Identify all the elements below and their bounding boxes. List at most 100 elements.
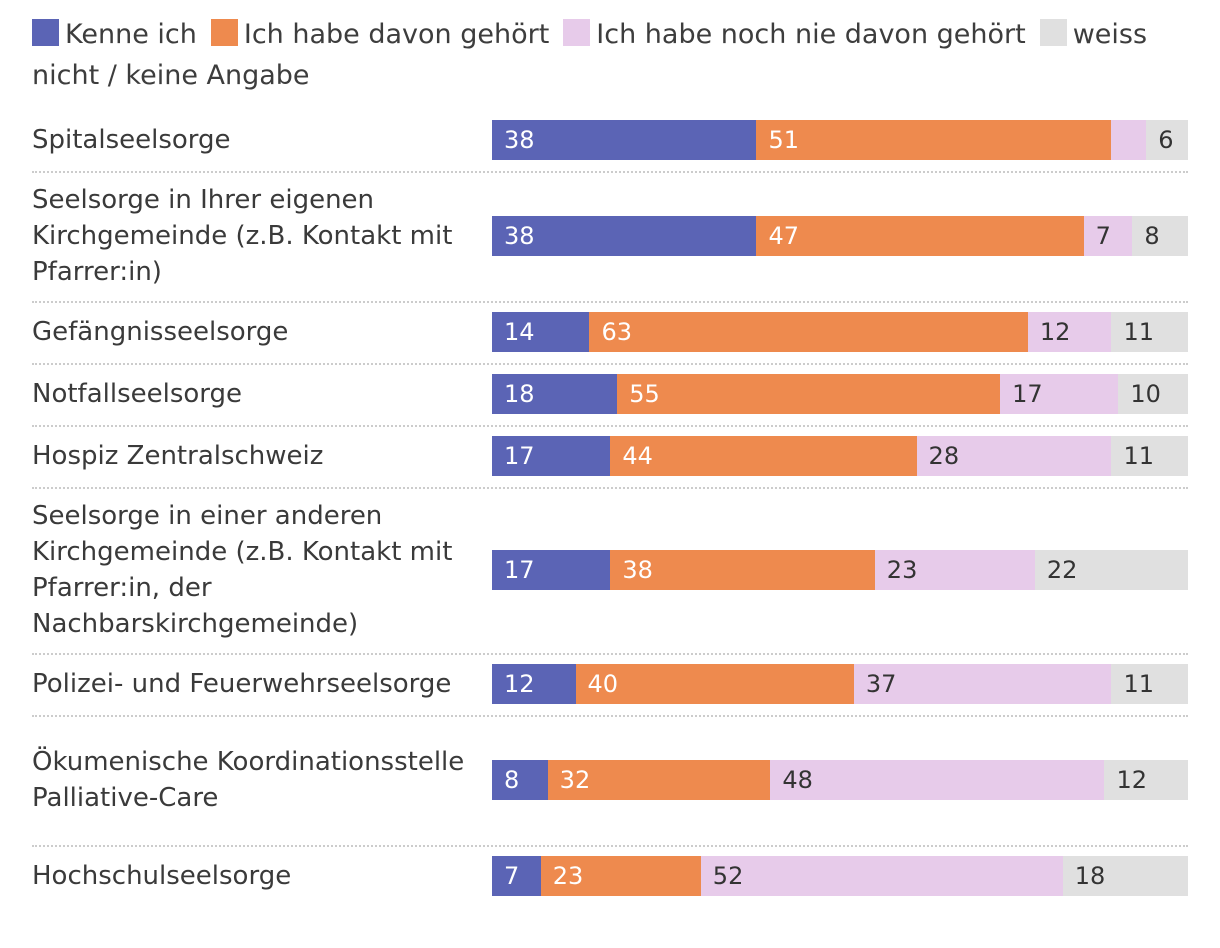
value-label: 55 <box>629 380 660 408</box>
value-label: 23 <box>552 862 584 890</box>
value-label: 17 <box>504 442 535 470</box>
legend-swatch <box>1039 19 1067 46</box>
value-label: 52 <box>712 862 744 890</box>
category-label: Notfallseelsorge <box>32 379 243 409</box>
value-label: 23 <box>886 556 918 584</box>
value-label: 6 <box>1158 126 1174 154</box>
value-label: 40 <box>587 670 619 698</box>
legend-item: weiss nicht / keine Angabe <box>32 19 1147 91</box>
category-label: Ökumenische Koordinationsstelle Palliati… <box>32 747 465 813</box>
row-separator <box>32 715 1188 717</box>
bar-segment <box>492 216 757 256</box>
bar-segment <box>547 760 771 800</box>
value-label: 11 <box>1123 318 1154 346</box>
value-label: 12 <box>504 670 535 698</box>
bar-segment <box>1027 312 1112 352</box>
value-label: 8 <box>1144 222 1160 250</box>
bar-segment <box>1132 216 1188 256</box>
bar-segment <box>610 550 875 590</box>
bar-segment <box>1111 664 1188 704</box>
bar-segment <box>1111 312 1188 352</box>
bar-segment <box>492 856 541 896</box>
legend-swatch <box>32 19 59 46</box>
value-label: 17 <box>504 556 535 584</box>
chart-legend: Kenne ich Ich habe davon gehört Ich habe n… <box>32 14 1202 96</box>
bar-segment <box>617 374 1001 414</box>
bar-segment <box>1146 120 1188 160</box>
value-label: 12 <box>1039 318 1071 346</box>
bar-segment <box>756 120 1112 160</box>
value-label: 7 <box>1095 222 1111 250</box>
value-label: 11 <box>1123 442 1154 470</box>
row-separator <box>32 171 1188 173</box>
value-label: 32 <box>559 766 591 794</box>
bar-segment <box>756 216 1084 256</box>
bar-segment <box>492 374 618 414</box>
row-separator <box>32 363 1188 365</box>
row-separator <box>32 487 1188 489</box>
legend-item: Ich habe davon gehört <box>210 19 550 50</box>
legend-label: Ich habe noch nie davon gehört <box>596 19 1026 50</box>
legend-item: Kenne ich <box>32 19 197 50</box>
row-separator <box>32 845 1188 847</box>
value-label: 48 <box>782 766 813 794</box>
value-label: 22 <box>1046 556 1078 584</box>
bar-segment <box>492 120 757 160</box>
bar-segment <box>1083 216 1133 256</box>
bar-segment <box>1118 374 1188 414</box>
legend-swatch <box>563 19 591 46</box>
legend-label: weiss nicht / keine Angabe <box>32 19 1148 91</box>
category-label: Seelsorge in einer anderen Kirchgemeinde… <box>32 501 453 639</box>
value-label: 38 <box>504 222 535 250</box>
bar-segment <box>492 760 548 800</box>
bar-segment <box>575 664 854 704</box>
value-label: 28 <box>928 442 960 470</box>
value-label: 37 <box>865 670 897 698</box>
bar-segment <box>492 312 590 352</box>
value-label: 10 <box>1130 380 1161 408</box>
legend-swatch <box>210 19 238 46</box>
value-label: 8 <box>504 766 520 794</box>
value-label: 12 <box>1116 766 1148 794</box>
bar-segment <box>540 856 701 896</box>
bar-segment <box>1000 374 1119 414</box>
bar-segment <box>1062 856 1188 896</box>
row-separator <box>32 653 1188 655</box>
category-label: Spitalseelsorge <box>32 125 231 155</box>
value-label: 14 <box>504 318 535 346</box>
bar-segment <box>492 436 611 476</box>
value-label: 18 <box>1074 862 1106 890</box>
bar-segment <box>853 664 1112 704</box>
bar-segment <box>1034 550 1188 590</box>
bar-segment <box>492 550 611 590</box>
bar-segment <box>492 664 576 704</box>
category-label: Hochschulseelsorge <box>32 861 292 891</box>
legend-label: Ich habe davon gehört <box>243 19 550 50</box>
bar-segment <box>874 550 1035 590</box>
category-label: Hospiz Zentralschweiz <box>32 441 324 471</box>
value-label: 44 <box>622 442 653 470</box>
bar-segment <box>1111 436 1188 476</box>
legend-label: Kenne ich <box>65 19 197 50</box>
bar-segment <box>610 436 917 476</box>
value-label: 18 <box>504 380 535 408</box>
value-label: 51 <box>768 126 800 154</box>
value-label: 47 <box>768 222 800 250</box>
row-separator <box>32 301 1188 303</box>
bar-segment <box>700 856 1063 896</box>
bar-segment <box>1111 120 1147 160</box>
legend-item: Ich habe noch nie davon gehört <box>563 19 1026 50</box>
value-label: 11 <box>1123 670 1154 698</box>
bar-segment <box>589 312 1028 352</box>
bar-segment <box>916 436 1112 476</box>
value-label: 63 <box>601 318 632 346</box>
bar-segment <box>770 760 1105 800</box>
category-label: Polizei- und Feuerwehrseelsorge <box>32 669 452 699</box>
value-label: 17 <box>1012 380 1043 408</box>
row-separator <box>32 425 1188 427</box>
bar-segment <box>1104 760 1188 800</box>
category-label: Seelsorge in Ihrer eigenen Kirchgemeinde… <box>32 185 453 287</box>
value-label: 38 <box>504 126 535 154</box>
value-label: 7 <box>504 862 520 890</box>
value-label: 38 <box>622 556 653 584</box>
